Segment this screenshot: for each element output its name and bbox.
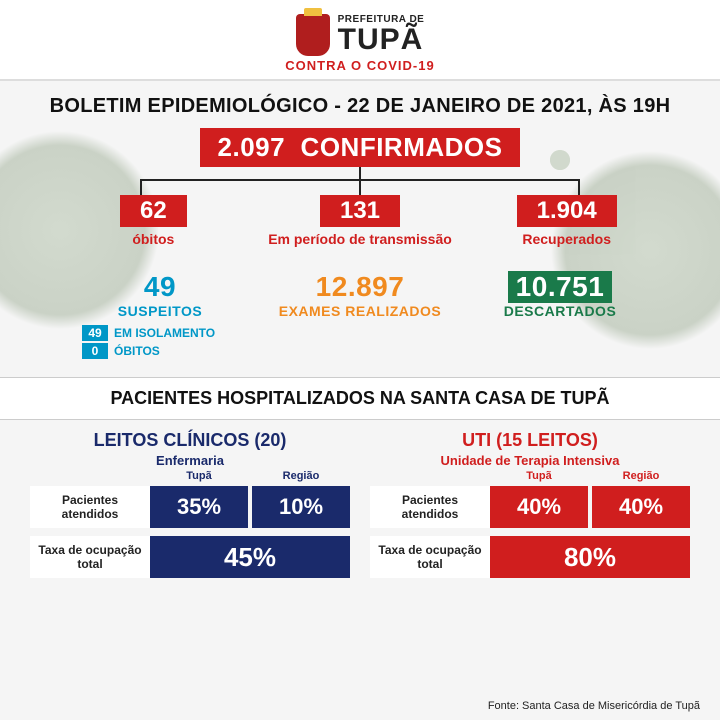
discarded-label: DESCARTADOS — [460, 303, 660, 319]
discarded-value-wrap: 10.751 — [460, 271, 660, 303]
uti-column: UTI (15 LEITOS) Unidade de Terapia Inten… — [370, 430, 690, 586]
stat-deaths-label: óbitos — [50, 231, 257, 247]
confirmed-label: CONFIRMADOS — [301, 132, 503, 162]
uti-row-occupancy: Taxa de ocupação total 80% — [370, 536, 690, 578]
stat-discarded: 10.751 DESCARTADOS — [460, 271, 660, 359]
tree-connector — [80, 167, 640, 195]
clinical-row-patients-cells: Tupã 35% Região 10% — [150, 486, 350, 528]
uti-header-tupa: Tupã — [526, 470, 551, 482]
tree-stats-row: 62 óbitos 131 Em período de transmissão … — [50, 195, 670, 247]
uti-row-patients: Pacientes atendidos Tupã 40% Região 40% — [370, 486, 690, 528]
clinical-header-tupa: Tupã — [186, 470, 211, 482]
suspects-label: SUSPEITOS — [60, 303, 260, 319]
suspects-breakdown: 49 EM ISOLAMENTO 0 ÓBITOS — [60, 325, 260, 359]
stat-recovered-label: Recuperados — [463, 231, 670, 247]
confirmed-box: 2.097 CONFIRMADOS — [200, 128, 521, 167]
confirmed-wrap: 2.097 CONFIRMADOS — [50, 128, 670, 167]
suspects-isolation-value: 49 — [82, 325, 108, 341]
uti-cell-tupa: Tupã 40% — [490, 486, 588, 528]
logo-city: TUPÃ — [338, 25, 425, 55]
clinical-value-regiao: 10% — [279, 494, 323, 520]
uti-subtitle: Unidade de Terapia Intensiva — [370, 453, 690, 468]
clinical-row-occupancy: Taxa de ocupação total 45% — [30, 536, 350, 578]
suspects-deaths-label: ÓBITOS — [114, 344, 160, 358]
uti-value-tupa: 40% — [517, 494, 561, 520]
uti-row-patients-label: Pacientes atendidos — [370, 486, 490, 528]
discarded-value: 10.751 — [508, 271, 613, 303]
suspects-isolation: 49 EM ISOLAMENTO — [82, 325, 215, 341]
clinical-value-tupa: 35% — [177, 494, 221, 520]
clinical-header-regiao: Região — [283, 470, 320, 482]
stat-deaths: 62 óbitos — [50, 195, 257, 247]
header-subtitle: CONTRA O COVID-19 — [0, 58, 720, 73]
exams-value: 12.897 — [260, 271, 460, 303]
main-stats: 2.097 CONFIRMADOS 62 óbitos 131 Em perío… — [0, 128, 720, 359]
city-crest-icon — [296, 14, 330, 56]
clinical-title: LEITOS CLÍNICOS (20) — [30, 430, 350, 451]
secondary-stats-row: 49 SUSPEITOS 49 EM ISOLAMENTO 0 ÓBITOS 1… — [50, 271, 670, 359]
stat-deaths-value: 62 — [120, 195, 187, 227]
stat-recovered-value: 1.904 — [517, 195, 617, 227]
clinical-cell-regiao: Região 10% — [252, 486, 350, 528]
uti-title: UTI (15 LEITOS) — [370, 430, 690, 451]
source-text: Fonte: Santa Casa de Misericórdia de Tup… — [488, 700, 700, 712]
suspects-isolation-label: EM ISOLAMENTO — [114, 326, 215, 340]
logo-row: PREFEITURA DE TUPÃ — [0, 14, 720, 56]
suspects-value: 49 — [60, 271, 260, 303]
confirmed-value: 2.097 — [218, 132, 286, 162]
hospital-section-title: PACIENTES HOSPITALIZADOS NA SANTA CASA D… — [0, 377, 720, 420]
clinical-cell-tupa: Tupã 35% — [150, 486, 248, 528]
subtitle-part-b: COVID-19 — [367, 58, 435, 73]
clinical-row-patients-label: Pacientes atendidos — [30, 486, 150, 528]
stat-exams: 12.897 EXAMES REALIZADOS — [260, 271, 460, 359]
clinical-row-patients: Pacientes atendidos Tupã 35% Região 10% — [30, 486, 350, 528]
stat-transmission-value: 131 — [320, 195, 400, 227]
stat-transmission: 131 Em período de transmissão — [257, 195, 464, 247]
subtitle-part-a: CONTRA O — [285, 58, 366, 73]
clinical-row-occupancy-cells: 45% — [150, 536, 350, 578]
suspects-deaths-value: 0 — [82, 343, 108, 359]
bulletin-title: BOLETIM EPIDEMIOLÓGICO - 22 DE JANEIRO D… — [0, 81, 720, 128]
clinical-subtitle: Enfermaria — [30, 453, 350, 468]
suspects-deaths: 0 ÓBITOS — [82, 343, 160, 359]
clinical-occupancy-total: 45% — [150, 536, 350, 578]
uti-occupancy-total: 80% — [490, 536, 690, 578]
header: PREFEITURA DE TUPÃ CONTRA O COVID-19 — [0, 0, 720, 81]
uti-row-patients-cells: Tupã 40% Região 40% — [490, 486, 690, 528]
stat-recovered: 1.904 Recuperados — [463, 195, 670, 247]
uti-row-occupancy-label: Taxa de ocupação total — [370, 536, 490, 578]
clinical-column: LEITOS CLÍNICOS (20) Enfermaria Paciente… — [30, 430, 350, 586]
stat-transmission-label: Em período de transmissão — [257, 231, 464, 247]
exams-label: EXAMES REALIZADOS — [260, 303, 460, 319]
uti-header-regiao: Região — [623, 470, 660, 482]
logo-text: PREFEITURA DE TUPÃ — [338, 15, 425, 55]
uti-value-regiao: 40% — [619, 494, 663, 520]
hospital-section: LEITOS CLÍNICOS (20) Enfermaria Paciente… — [0, 420, 720, 586]
uti-cell-regiao: Região 40% — [592, 486, 690, 528]
stat-suspects: 49 SUSPEITOS 49 EM ISOLAMENTO 0 ÓBITOS — [60, 271, 260, 359]
uti-row-occupancy-cells: 80% — [490, 536, 690, 578]
clinical-row-occupancy-label: Taxa de ocupação total — [30, 536, 150, 578]
